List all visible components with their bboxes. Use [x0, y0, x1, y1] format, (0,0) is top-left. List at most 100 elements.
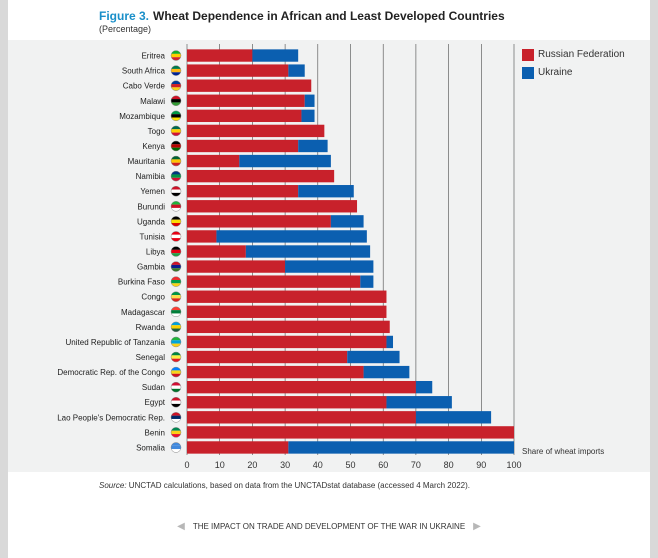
category-label: Sudan [142, 383, 165, 392]
bar-segment-ukraine [330, 215, 364, 228]
bar-segment-ukraine [298, 139, 328, 153]
x-tick-label: 80 [444, 460, 454, 470]
bar-segment-russia [187, 396, 387, 409]
country-flag-icon [170, 366, 182, 378]
x-tick-label: 100 [506, 460, 521, 470]
country-flag-icon [170, 65, 182, 76]
bar-segment-russia [187, 275, 361, 288]
country-flag-icon [170, 306, 182, 318]
x-tick-label: 50 [345, 460, 355, 470]
bar-segment-russia [187, 350, 348, 364]
bar-segment-ukraine [301, 109, 315, 123]
page-edge-right [650, 0, 658, 558]
bar-segment-russia [187, 185, 299, 198]
category-label: Libya [146, 248, 166, 257]
bar-segment-russia [187, 305, 387, 318]
bar-segment-russia [187, 441, 289, 454]
category-label: Namibia [136, 172, 166, 181]
country-flag-icon [170, 140, 182, 152]
category-label: United Republic of Tanzania [66, 338, 166, 347]
category-label: Mauritania [128, 157, 166, 166]
bar-segment-russia [187, 64, 289, 77]
bar-segment-ukraine [386, 396, 452, 409]
x-tick-label: 40 [313, 460, 323, 470]
legend-label-russia: Russian Federation [538, 49, 625, 60]
bars [187, 49, 514, 454]
category-label: Burkina Faso [118, 278, 166, 287]
country-flag-icon [170, 321, 182, 333]
x-tick-label: 60 [378, 460, 388, 470]
bar-segment-russia [187, 154, 240, 168]
source-text: UNCTAD calculations, based on data from … [126, 481, 470, 490]
bar-segment-ukraine [245, 245, 371, 258]
category-labels: Eritrea South Africa Cabo Verde Malawi Mozam… [57, 52, 166, 453]
country-flag-icon [170, 291, 182, 302]
x-tick-label: 10 [215, 460, 225, 470]
category-label: Congo [141, 293, 165, 302]
figure-subtitle: (Percentage) [99, 24, 152, 34]
category-label: Gambia [137, 263, 166, 272]
next-arrow-icon[interactable]: ▶ [473, 521, 481, 533]
previous-arrow-icon[interactable]: ◀ [177, 521, 185, 533]
bar-segment-ukraine [288, 64, 305, 77]
country-flag-icon [170, 125, 182, 137]
x-tick-label: 20 [247, 460, 257, 470]
category-label: Cabo Verde [123, 82, 166, 91]
legend-label-ukraine: Ukraine [538, 67, 573, 78]
x-tick-label: 30 [280, 460, 290, 470]
category-label: Malawi [140, 97, 165, 106]
chart-panel: Eritrea South Africa Cabo Verde Malawi Mozam… [8, 40, 650, 472]
category-label: Eritrea [141, 52, 165, 61]
category-label: Egypt [145, 398, 166, 407]
bar-segment-russia [187, 335, 387, 349]
category-label: Somalia [136, 443, 165, 452]
country-flag-icon [170, 201, 182, 212]
bar-segment-russia [187, 94, 305, 107]
bar-segment-ukraine [363, 365, 410, 379]
category-label: Burundi [137, 202, 165, 211]
bar-segment-russia [187, 79, 312, 92]
bar-segment-ukraine [415, 380, 433, 394]
category-label: Tunisia [140, 232, 166, 241]
country-flag-icon [170, 50, 182, 61]
bar-segment-russia [187, 139, 299, 153]
country-flag-icon [170, 427, 182, 438]
legend-swatch-russia [522, 49, 534, 61]
category-label: Benin [145, 428, 165, 437]
bar-segment-russia [187, 320, 390, 334]
source-label: Source: [99, 481, 127, 490]
bar-segment-russia [187, 124, 325, 138]
bar-segment-russia [187, 290, 387, 303]
country-flag-icon [170, 216, 182, 227]
page-footer: ◀ THE IMPACT ON TRADE AND DEVELOPMENT OF … [0, 518, 658, 532]
x-tick-labels: 0 10 20 30 40 50 60 70 80 90 100 [184, 460, 521, 470]
bar-segment-russia [187, 411, 416, 424]
country-flag-icon [170, 170, 182, 182]
category-label: Kenya [142, 142, 165, 151]
country-flag-icon [170, 442, 182, 453]
bar-segment-russia [187, 200, 358, 213]
bar-segment-ukraine [347, 350, 400, 364]
bar-segment-russia [187, 49, 253, 62]
bar-segment-russia [187, 215, 331, 228]
bar-segment-ukraine [386, 335, 394, 349]
country-flag-icon [170, 155, 182, 167]
country-flag-icon [170, 110, 182, 122]
country-flag-icon [170, 381, 182, 393]
country-flag-icon [170, 185, 182, 197]
category-label: Togo [148, 127, 166, 136]
bar-segment-ukraine [216, 230, 367, 243]
x-tick-label: 90 [476, 460, 486, 470]
country-flag-icon [170, 246, 182, 257]
source-note: Source: UNCTAD calculations, based on da… [99, 481, 470, 490]
category-label: Senegal [136, 353, 166, 362]
bar-segment-ukraine [288, 441, 514, 454]
bar-segment-ukraine [304, 94, 315, 107]
category-label: Democratic Rep. of the Congo [57, 368, 165, 377]
country-flag-icon [170, 231, 182, 242]
x-tick-label: 0 [184, 460, 189, 470]
bar-segment-russia [187, 230, 217, 243]
bar-chart: Eritrea South Africa Cabo Verde Malawi Mozam… [57, 44, 522, 470]
country-flag-icon [170, 412, 182, 423]
category-label: Lao People's Democratic Rep. [57, 413, 165, 422]
